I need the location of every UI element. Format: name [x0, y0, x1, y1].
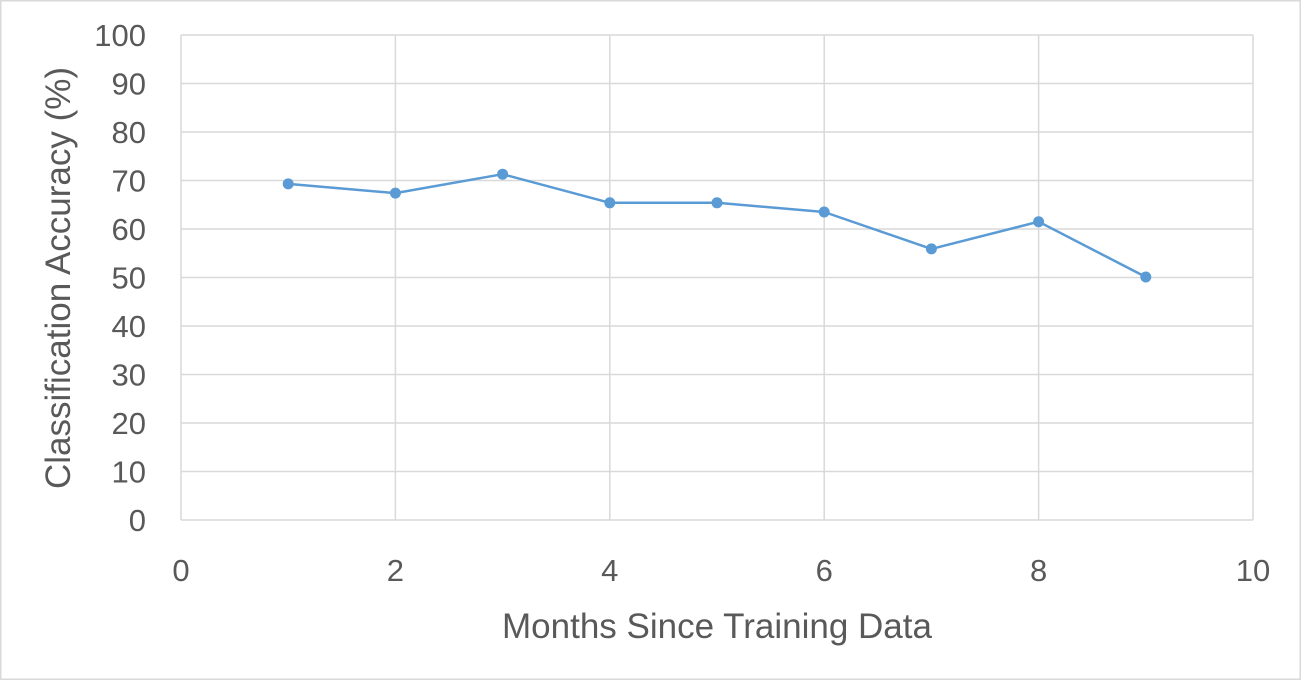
data-point [1033, 216, 1045, 228]
y-tick-label: 60 [112, 212, 146, 247]
y-tick-label: 20 [112, 406, 146, 441]
x-tick-label: 4 [601, 553, 618, 588]
y-tick-label: 100 [94, 18, 146, 53]
y-tick-label: 40 [112, 309, 146, 344]
data-point [1140, 271, 1152, 283]
y-tick-label: 30 [112, 358, 146, 393]
x-tick-label: 6 [816, 553, 833, 588]
data-point [711, 197, 723, 209]
y-axis-title: Classification Accuracy (%) [39, 67, 78, 489]
x-tick-label: 10 [1236, 553, 1270, 588]
data-point [925, 243, 937, 255]
x-tick-label: 2 [387, 553, 404, 588]
data-point [497, 168, 509, 180]
data-point [389, 187, 401, 199]
y-tick-label: 70 [112, 164, 146, 199]
y-tick-label: 10 [112, 455, 146, 490]
x-tick-label: 8 [1030, 553, 1047, 588]
data-point [282, 178, 294, 190]
data-point [604, 197, 616, 209]
y-tick-label: 50 [112, 261, 146, 296]
y-tick-label: 90 [112, 67, 146, 102]
y-tick-label: 0 [129, 503, 146, 538]
x-axis-title: Months Since Training Data [502, 607, 932, 646]
gridlines [180, 34, 1254, 521]
y-tick-label: 80 [112, 115, 146, 150]
tick-labels: 0 10 20 30 40 50 60 70 80 90 100 0 2 4 6 8 10 [94, 18, 1270, 588]
x-tick-label: 0 [172, 553, 189, 588]
series [282, 168, 1152, 283]
data-point [818, 206, 830, 218]
